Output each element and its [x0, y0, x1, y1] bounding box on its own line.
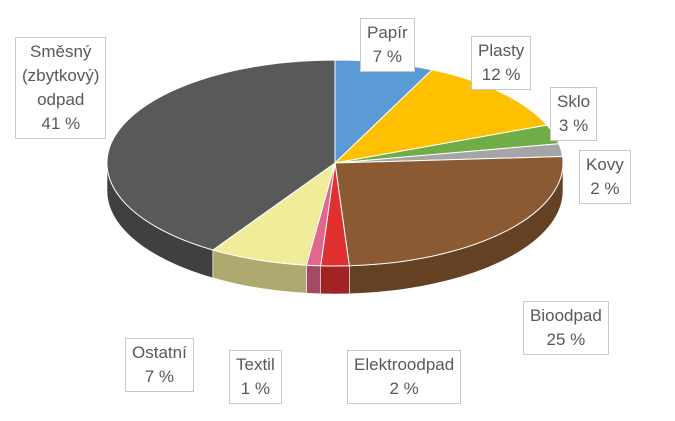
label-elektroodpad: Elektroodpad 2 %	[347, 350, 462, 404]
label-kovy-value: 2 %	[590, 179, 620, 198]
label-textil-name: Textil	[236, 355, 275, 374]
label-kovy-name: Kovy	[586, 155, 624, 174]
label-bioodpad-value: 25 %	[546, 330, 586, 349]
label-plasty-name: Plasty	[478, 41, 525, 60]
label-papir-name: Papír	[367, 23, 408, 42]
slice-side-textil	[306, 264, 321, 295]
label-ostatni-name: Ostatní	[132, 343, 187, 362]
label-sklo-name: Sklo	[557, 92, 591, 111]
label-ostatni: Ostatní 7 %	[125, 338, 194, 392]
label-smesny-line3: odpad	[37, 90, 85, 109]
label-bioodpad-name: Bioodpad	[530, 306, 602, 325]
label-plasty-value: 12 %	[481, 65, 521, 84]
label-smesny-line2: (zbytkový)	[22, 66, 100, 85]
label-sklo-value: 3 %	[558, 116, 589, 135]
label-papir: Papír 7 %	[360, 18, 415, 72]
label-smesny-odpad: Směsný (zbytkový) odpad 41 %	[15, 37, 107, 139]
label-plasty: Plasty 12 %	[471, 36, 532, 90]
pie-slices	[106, 59, 564, 267]
label-sklo: Sklo 3 %	[550, 87, 598, 141]
label-elektroodpad-value: 2 %	[389, 379, 419, 398]
slice-plasty	[333, 69, 548, 164]
label-textil: Textil 1 %	[229, 350, 282, 404]
label-kovy: Kovy 2 %	[579, 150, 631, 204]
label-smesny-line1: Směsný	[30, 42, 92, 61]
label-ostatni-value: 7 %	[144, 367, 175, 386]
label-textil-value: 1 %	[240, 379, 271, 398]
slice-bioodpad	[334, 156, 564, 267]
slice-side-elektroodpad	[320, 265, 350, 295]
label-smesny-value: 41 %	[41, 114, 81, 133]
label-elektroodpad-name: Elektroodpad	[354, 355, 455, 374]
label-papir-value: 7 %	[372, 47, 402, 66]
slice-smesny-odpad	[106, 59, 336, 251]
label-bioodpad: Bioodpad 25 %	[523, 301, 609, 355]
